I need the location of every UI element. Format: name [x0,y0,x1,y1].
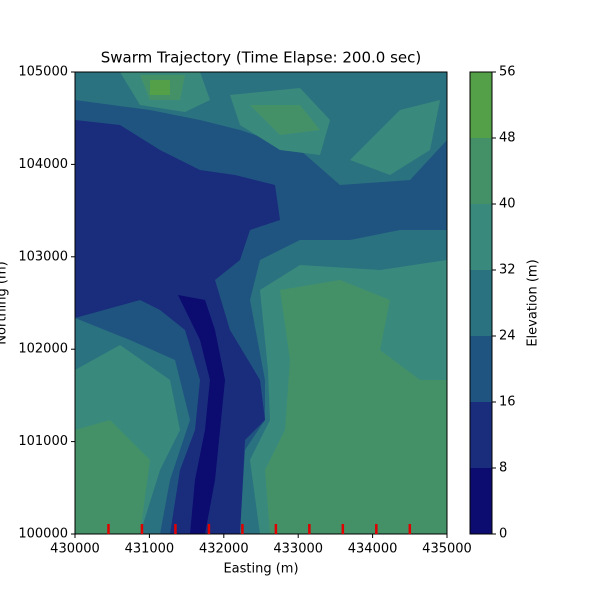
x-tick-label: 435000 [422,542,472,557]
y-axis-label: Northing (m) [0,261,10,344]
y-tick-label: 101000 [18,434,68,449]
contour-region [265,280,447,534]
contour-region [178,295,225,534]
colorbar-band [470,204,492,270]
colorbar-tick-label: 48 [499,131,516,146]
colorbar-tick-label: 16 [499,395,516,410]
x-axis-label: Easting (m) [223,562,298,577]
colorbar-band [470,72,492,138]
chart-title: Swarm Trajectory (Time Elapse: 200.0 sec… [101,49,422,67]
colorbar-tick-label: 40 [499,197,516,212]
plot-frame [74,71,448,535]
contour-region [250,105,320,135]
x-tick-label: 431000 [125,542,175,557]
colorbar-band [470,336,492,402]
colorbar-tick-label: 24 [499,329,516,344]
y-tick-label: 102000 [18,342,68,357]
colorbar-label: Elevation (m) [526,259,541,346]
x-tick-label: 433000 [273,542,323,557]
colorbar-band [470,468,492,534]
y-tick-label: 103000 [18,249,68,264]
contour-region [75,120,280,534]
colorbar-tick-label: 32 [499,263,516,278]
colorbar-band [470,402,492,468]
y-tick-label: 105000 [18,65,68,80]
contour-region [350,100,440,175]
colorbar-tick-label: 56 [499,65,516,80]
colorbar-band [470,138,492,204]
y-tick-label: 104000 [18,157,68,172]
x-tick-label: 430000 [50,542,100,557]
contour-region [150,80,170,95]
colorbar-band [470,270,492,336]
y-tick-label: 100000 [18,527,68,542]
colorbar-tick-label: 8 [499,461,507,476]
colorbar-frame [469,71,493,535]
contour-region [75,420,150,534]
contour-field [75,72,447,534]
x-tick-label: 434000 [348,542,398,557]
colorbar-tick-label: 0 [499,527,507,542]
x-tick-label: 432000 [199,542,249,557]
